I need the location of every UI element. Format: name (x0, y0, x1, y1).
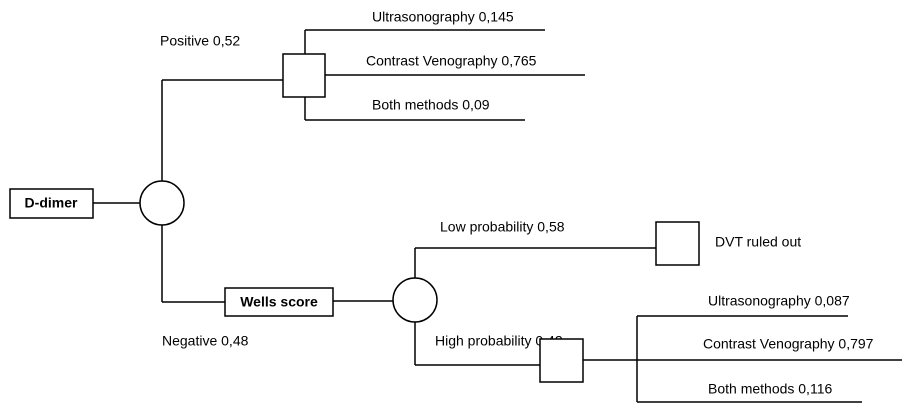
wells-box (224, 287, 334, 317)
branch-label: Negative 0,48 (162, 333, 249, 349)
option-label: Ultrasonography 0,087 (708, 293, 850, 309)
chance-node (139, 180, 185, 226)
root-label: D-dimer (25, 195, 78, 211)
branch-label: Low probability 0,58 (440, 219, 565, 235)
decision-node (539, 338, 584, 383)
root-box (9, 188, 94, 219)
branch-label: High probability 0,42 (435, 333, 563, 349)
decision-node (282, 53, 326, 98)
option-label: Both methods 0,09 (372, 97, 490, 113)
option-label: Both methods 0,116 (708, 381, 832, 397)
option-label: Contrast Venography 0,797 (703, 336, 874, 352)
wells-label: Wells score (240, 294, 318, 310)
chance-node (392, 277, 438, 323)
outcome-label: DVT ruled out (715, 234, 801, 250)
option-label: Ultrasonography 0,145 (372, 9, 514, 25)
option-label: Contrast Venography 0,765 (366, 53, 537, 69)
decision-node (655, 221, 700, 266)
branch-label: Positive 0,52 (160, 33, 240, 49)
